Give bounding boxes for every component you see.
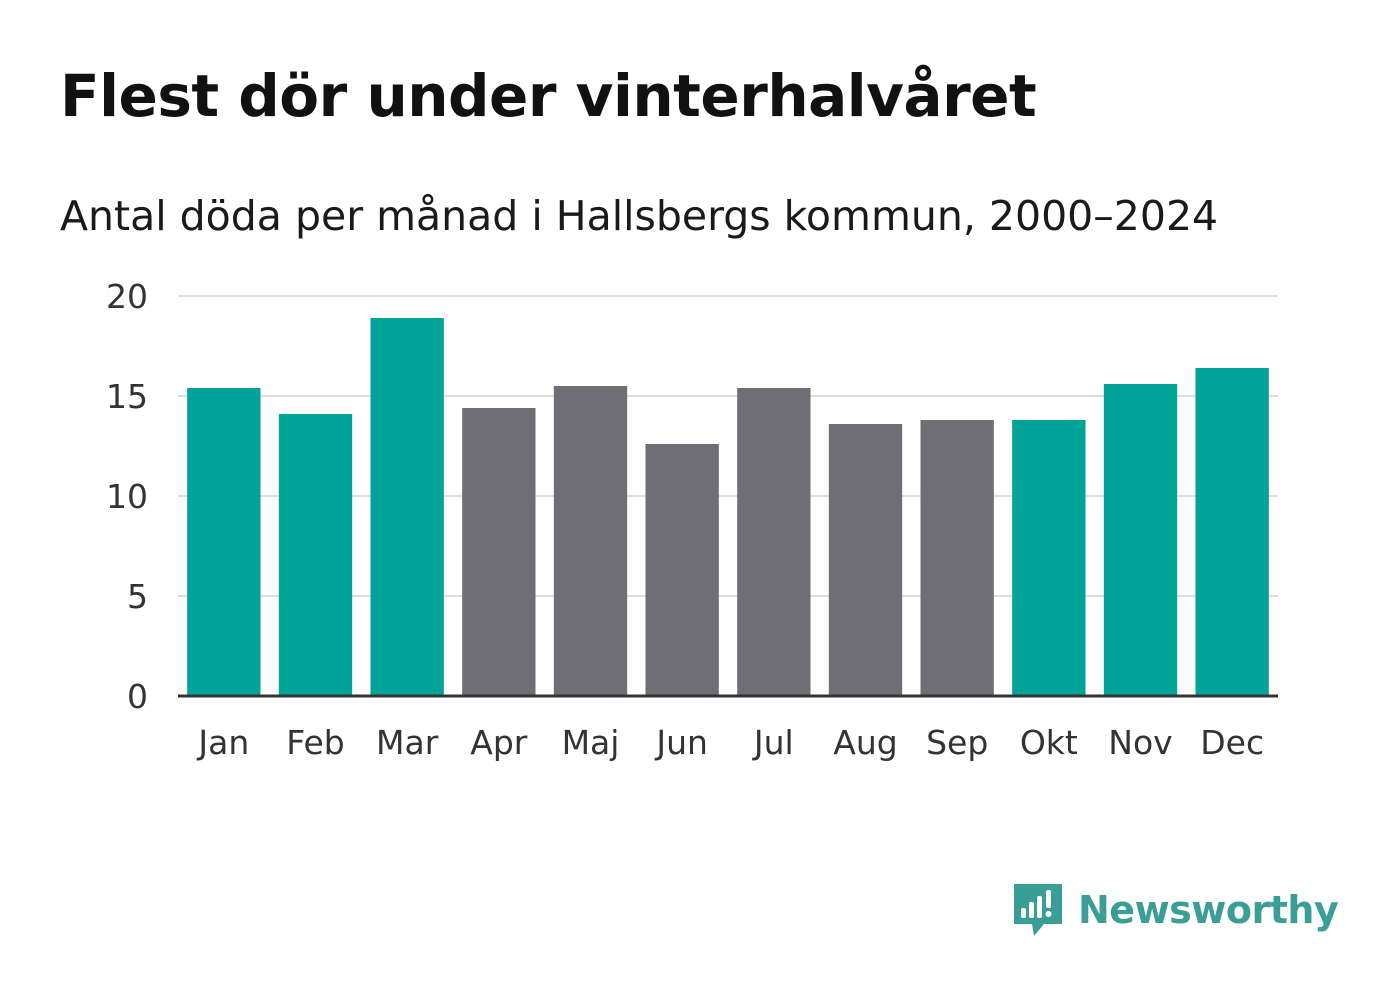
brand-name: Newsworthy [1078, 888, 1339, 932]
bar-mar [370, 318, 444, 696]
bar-aug [828, 424, 903, 696]
x-tick-label: Feb [286, 723, 344, 762]
bar-jul [737, 388, 811, 696]
bar-okt [1012, 420, 1086, 696]
x-tick-label: Apr [470, 723, 528, 762]
y-tick-label: 5 [127, 577, 148, 616]
y-tick-label: 0 [127, 677, 148, 716]
x-tick-label: Nov [1108, 723, 1172, 762]
axes: 0 5 10 15 20 Jan Feb Mar Apr Maj Jun Jul Aug Sep Okt No… [106, 277, 1278, 762]
x-tick-label: Jan [196, 723, 249, 762]
bar-dec [1195, 368, 1269, 696]
grid-lines [178, 295, 1278, 597]
bar-jan [187, 388, 261, 696]
bar-feb [278, 414, 353, 696]
bars [187, 318, 1269, 696]
x-tick-label: Okt [1020, 723, 1078, 762]
brand-logo: Newsworthy [1010, 880, 1339, 940]
bar-apr [462, 408, 536, 696]
bar-maj [553, 386, 628, 696]
y-tick-label: 20 [106, 277, 148, 316]
x-tick-label: Mar [376, 723, 439, 762]
newsworthy-logo-icon [1014, 884, 1062, 936]
chart-title: Flest dör under vinterhalvåret [60, 62, 1037, 130]
bar-sep [920, 420, 994, 696]
x-tick-label: Jul [752, 723, 794, 762]
bar-nov [1103, 384, 1178, 696]
y-tick-label: 15 [106, 377, 148, 416]
bar-jun [645, 444, 719, 696]
x-tick-label: Aug [833, 723, 897, 762]
x-tick-label: Dec [1200, 723, 1264, 762]
x-tick-label: Jun [654, 723, 708, 762]
y-tick-label: 10 [106, 477, 148, 516]
x-tick-label: Sep [926, 723, 988, 762]
chart-subtitle: Antal döda per månad i Hallsbergs kommun… [60, 192, 1219, 240]
x-tick-label: Maj [562, 723, 620, 762]
